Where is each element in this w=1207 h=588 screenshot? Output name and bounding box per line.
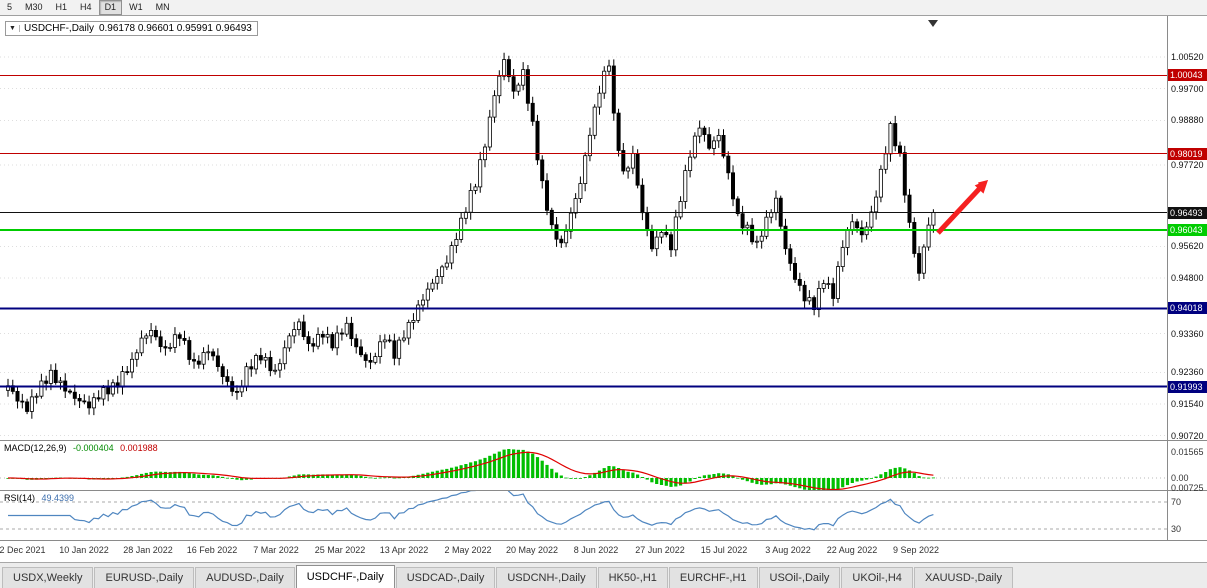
price-axis-label: 0.99700: [1171, 83, 1204, 94]
panel-separator[interactable]: [0, 440, 1207, 441]
date-axis: 22 Dec 2021 10 Jan 2022 28 Jan 2022 16 Feb …: [0, 541, 1207, 562]
price-level-badge: 0.94018: [1168, 302, 1207, 315]
period-button-w1[interactable]: W1: [129, 2, 143, 12]
chart-tab-xauusd-daily[interactable]: XAUUSD-,Daily: [913, 567, 1013, 588]
chart-tab-bar: USDX,Weekly EURUSD-,Daily AUDUSD-,Daily USD…: [0, 562, 1207, 588]
panel-separator[interactable]: [0, 490, 1207, 491]
date-axis-label: 25 Mar 2022: [314, 545, 366, 555]
indicator-axis-label: 0.01565: [1171, 447, 1204, 457]
chart-tab-eurchf-h1[interactable]: EURCHF-,H1: [668, 567, 758, 588]
chart-symbol-title: USDCHF-,Daily: [23, 23, 94, 34]
chart-tab-eurusd-daily[interactable]: EURUSD-,Daily: [94, 567, 195, 588]
price-axis-label: 1.00520: [1171, 51, 1204, 62]
price-axis-label: 0.97720: [1171, 160, 1204, 171]
chart-shift-marker-icon[interactable]: [928, 20, 938, 27]
price-axis-label: 0.98880: [1171, 115, 1204, 126]
macd-main-value: -0.000404: [73, 443, 114, 453]
indicator-axis-label: 0.00: [1171, 473, 1189, 483]
macd-indicator-panel[interactable]: MACD(12,26,9) -0.000404 0.001988: [0, 441, 1207, 490]
period-button-5[interactable]: 5: [7, 2, 13, 12]
price-axis-label: 0.93360: [1171, 328, 1204, 339]
trend-arrow-annotation[interactable]: [936, 180, 988, 235]
macd-label: MACD(12,26,9) -0.000404 0.001988: [4, 443, 158, 453]
chart-tab-ukoil-h4[interactable]: UKOil-,H4: [841, 567, 913, 588]
chart-title-box: ▼ USDCHF-,Daily 0.96178 0.96601 0.95991 …: [5, 21, 258, 36]
date-axis-label: 9 Sep 2022: [892, 545, 940, 555]
rsi-value: 49.4399: [41, 493, 75, 503]
period-toolbar: 5 M30 H1 H4 D1 W1 MN: [0, 0, 1207, 16]
macd-signal-value: 0.001988: [120, 443, 158, 453]
period-button-mn[interactable]: MN: [155, 2, 170, 12]
chart-tab-usdx-weekly[interactable]: USDX,Weekly: [2, 567, 94, 588]
chart-ohlc-values: 0.96178 0.96601 0.95991 0.96493: [98, 23, 252, 34]
date-axis-label: 22 Dec 2021: [0, 545, 46, 555]
price-level-badge: 0.96043: [1168, 224, 1207, 236]
rsi-line: [8, 491, 934, 531]
date-axis-label: 15 Jul 2022: [700, 545, 748, 555]
date-axis-label: 20 May 2022: [505, 545, 559, 555]
panel-separator: [0, 540, 1207, 541]
chart-tab-audusd-daily[interactable]: AUDUSD-,Daily: [195, 567, 295, 588]
indicator-axis-label: 30: [1171, 524, 1182, 534]
price-level-badge: 0.91993: [1168, 380, 1207, 393]
period-button-h1[interactable]: H1: [55, 2, 68, 12]
date-axis-label: 27 Jun 2022: [635, 545, 685, 555]
chart-tab-usdcad-daily[interactable]: USDCAD-,Daily: [395, 567, 496, 588]
period-button-h4[interactable]: H4: [80, 2, 92, 12]
chart-tab-usoil-daily[interactable]: USOil-,Daily: [758, 567, 841, 588]
main-price-chart[interactable]: ▼ USDCHF-,Daily 0.96178 0.96601 0.95991 …: [0, 16, 1207, 440]
main-chart-canvas[interactable]: [0, 16, 1207, 440]
date-axis-label: 13 Apr 2022: [379, 545, 429, 555]
date-axis-label: 16 Feb 2022: [186, 545, 238, 555]
price-axis-separator: [1167, 16, 1168, 541]
candlestick-series: [6, 59, 936, 412]
macd-signal-line: [8, 451, 934, 490]
date-axis-label: 10 Jan 2022: [59, 545, 109, 555]
symbol-dropdown-icon[interactable]: ▼: [8, 25, 20, 32]
period-button-d1[interactable]: D1: [98, 0, 123, 15]
date-axis-label: 22 Aug 2022: [826, 545, 878, 555]
rsi-indicator-panel[interactable]: RSI(14) 49.4399: [0, 491, 1207, 540]
indicator-axis-label: 0.00725: [1171, 483, 1204, 493]
price-axis-label: 0.95620: [1171, 241, 1204, 252]
price-axis-label: 0.90720: [1171, 430, 1204, 441]
date-axis-label: 3 Aug 2022: [765, 545, 811, 555]
date-axis-label: 7 Mar 2022: [253, 545, 299, 555]
price-axis-label: 0.92360: [1171, 367, 1204, 378]
chart-tab-hk50-h1[interactable]: HK50-,H1: [597, 567, 668, 588]
price-axis-label: 0.94800: [1171, 273, 1204, 284]
price-axis-label: 0.91540: [1171, 399, 1204, 410]
date-axis-label: 8 Jun 2022: [573, 545, 619, 555]
date-axis-label: 28 Jan 2022: [123, 545, 173, 555]
chart-tab-usdchf-daily[interactable]: USDCHF-,Daily: [295, 565, 395, 588]
candlestick-wicks: [7, 52, 934, 419]
date-axis-label: 2 May 2022: [444, 545, 492, 555]
rsi-label: RSI(14) 49.4399: [4, 493, 75, 503]
price-level-badge: 0.98019: [1168, 147, 1207, 160]
indicator-axis-label: 70: [1171, 497, 1182, 507]
price-level-badge: 1.00043: [1168, 69, 1207, 82]
chart-tab-usdcnh-daily[interactable]: USDCNH-,Daily: [496, 567, 597, 588]
price-level-badge: 0.96493: [1168, 206, 1207, 219]
period-button-m30[interactable]: M30: [25, 2, 43, 12]
